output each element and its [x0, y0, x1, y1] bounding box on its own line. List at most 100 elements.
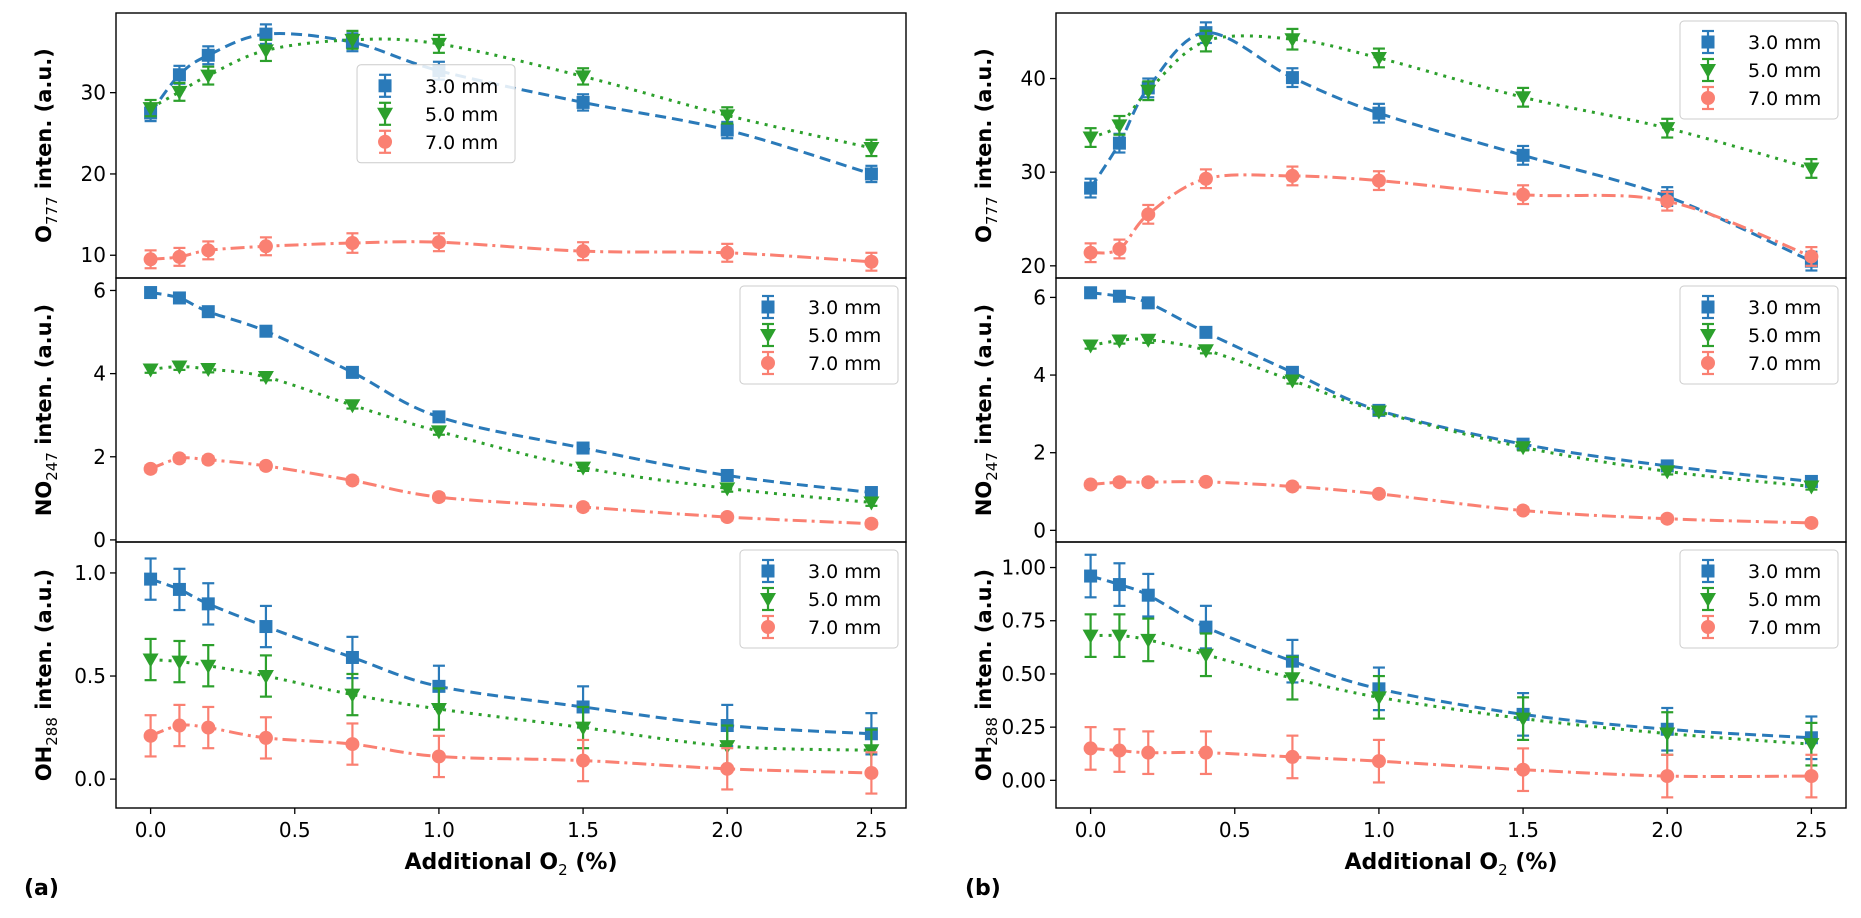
- x-tick-label: 0.0: [135, 818, 167, 842]
- y-axis-label-sub: 247: [983, 452, 1001, 481]
- y-axis-label-suffix: inten. (a.u.): [32, 569, 56, 717]
- data-point: [257, 670, 274, 685]
- legend-marker: [1701, 35, 1715, 49]
- x-axis-label-main: Additional O: [1344, 850, 1498, 875]
- y-tick-label: 0.5: [74, 664, 106, 688]
- data-point: [345, 473, 360, 488]
- legend-label: 5.0 mm: [425, 104, 498, 126]
- data-point: [172, 68, 186, 82]
- data-point: [1371, 173, 1386, 188]
- x-axis-label-sub: 2: [558, 861, 568, 879]
- y-axis-label: NO247 inten. (a.u.): [972, 304, 1001, 516]
- data-point: [144, 572, 158, 586]
- data-point: [864, 486, 878, 500]
- series-line-50mm: [149, 37, 872, 150]
- data-point: [1111, 334, 1128, 349]
- legend: 3.0 mm 5.0 mm 7.0 mm: [1679, 20, 1839, 120]
- subplot-a-O777: 10 20 30 O777 inten. (a.u.) 3.0 mm 5.0 mm 7.0 …: [32, 12, 907, 279]
- x-axis-label-suffix: (%): [1508, 850, 1558, 875]
- data-point: [431, 749, 446, 764]
- y-tick-label: 0.00: [1001, 768, 1046, 792]
- legend-marker: [1700, 593, 1716, 607]
- y-axis-label: O777 inten. (a.u.): [972, 48, 1001, 243]
- data-point: [345, 236, 360, 251]
- y-tick-label: 1.0: [74, 561, 106, 585]
- data-point: [1660, 769, 1675, 784]
- data-point: [171, 85, 188, 100]
- data-point: [575, 721, 592, 736]
- series-line-30mm: [1090, 291, 1812, 483]
- legend-box: [1679, 285, 1839, 385]
- data-point: [1659, 727, 1676, 742]
- data-point: [1198, 171, 1213, 186]
- series-line-50mm: [150, 365, 872, 504]
- data-point: [144, 286, 158, 300]
- legend-label: 5.0 mm: [808, 325, 881, 347]
- y-axis-label-main: NO: [32, 481, 56, 516]
- data-point: [431, 235, 446, 250]
- data-point: [1141, 588, 1155, 602]
- series-line-70mm: [150, 723, 872, 775]
- data-point: [1285, 71, 1299, 85]
- data-point: [1804, 249, 1819, 264]
- x-axis-label: Additional O2 (%): [404, 850, 617, 879]
- data-point: [257, 370, 274, 385]
- data-point: [1516, 187, 1531, 202]
- legend-label: 3.0 mm: [1748, 561, 1821, 583]
- series-line-30mm: [150, 577, 872, 736]
- data-point: [576, 95, 590, 109]
- data-point: [344, 688, 361, 703]
- x-tick-label: 1.0: [1363, 818, 1395, 842]
- legend-marker: [1700, 329, 1716, 343]
- data-point: [720, 245, 735, 260]
- data-point: [576, 753, 591, 768]
- data-point: [1199, 620, 1213, 634]
- y-tick-label: 10: [81, 243, 106, 267]
- data-point: [143, 252, 158, 267]
- x-tick-label: 0.0: [1075, 818, 1107, 842]
- legend-label: 3.0 mm: [425, 76, 498, 98]
- data-point: [719, 109, 736, 124]
- data-point: [1111, 119, 1128, 134]
- data-point: [1084, 569, 1098, 583]
- data-point: [1285, 749, 1300, 764]
- y-axis-label: OH288 inten. (a.u.): [972, 569, 1001, 781]
- legend-marker: [1701, 620, 1715, 634]
- series-line-70mm: [150, 456, 872, 526]
- legend-marker: [378, 79, 392, 93]
- legend-box: [1679, 20, 1839, 120]
- legend-marker: [378, 134, 393, 149]
- data-point: [430, 703, 447, 718]
- data-point: [142, 653, 159, 668]
- y-axis-label-sub: 777: [983, 196, 1001, 225]
- data-point: [171, 655, 188, 670]
- legend: 3.0 mm 5.0 mm 7.0 mm: [356, 64, 516, 164]
- data-point: [345, 650, 359, 664]
- data-point: [1515, 91, 1532, 106]
- y-tick-label: 0.0: [74, 767, 106, 791]
- data-point: [575, 461, 592, 476]
- x-tick-label: 0.5: [279, 818, 311, 842]
- subplot-b-O777: 20 30 40 O777 inten. (a.u.) 3.0 mm 5.0 mm 7.0 …: [972, 12, 1847, 279]
- data-point: [432, 679, 446, 693]
- legend-label: 7.0 mm: [808, 353, 881, 375]
- data-point: [1111, 629, 1128, 644]
- data-point: [1082, 629, 1099, 644]
- y-axis-label-main: NO: [972, 481, 996, 516]
- legend-label: 3.0 mm: [1748, 32, 1821, 54]
- data-point: [720, 468, 734, 482]
- data-point: [1803, 480, 1820, 495]
- data-point: [1371, 486, 1386, 501]
- legend-marker: [761, 300, 775, 314]
- data-point: [719, 482, 736, 497]
- axes-frame: [1055, 541, 1847, 809]
- data-point: [201, 48, 215, 62]
- series-line-70mm: [1090, 173, 1812, 258]
- data-point: [1516, 148, 1530, 162]
- data-point: [345, 737, 360, 752]
- data-point: [1140, 333, 1157, 348]
- data-point: [1659, 465, 1676, 480]
- data-point: [1371, 754, 1386, 769]
